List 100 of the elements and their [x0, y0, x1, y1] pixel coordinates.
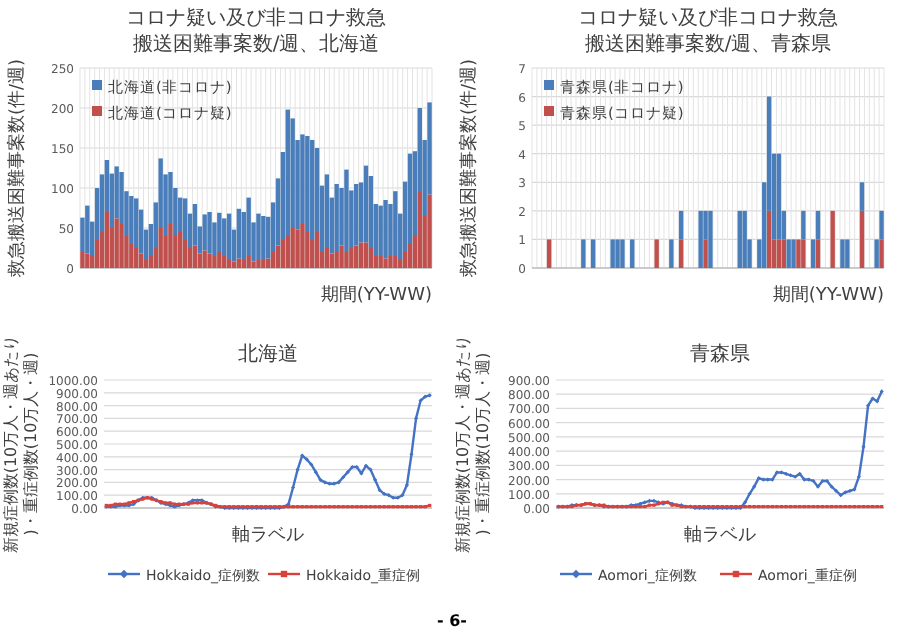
bar [776, 153, 782, 240]
bar [363, 242, 369, 268]
bar [85, 253, 90, 268]
bar [217, 212, 222, 252]
y-axis-title: 新規症例数(10万人・週あたり)・重症例数(10万人・週) [2, 334, 40, 554]
chart-title: 青森県 [690, 342, 750, 366]
bar [300, 224, 305, 268]
bar [305, 136, 310, 232]
bar [801, 239, 806, 268]
bar [383, 258, 388, 268]
bar [358, 242, 364, 268]
x-axis-title: 軸ラベル [232, 524, 304, 546]
bar [270, 252, 276, 268]
bar [192, 204, 198, 246]
bar [80, 252, 85, 268]
bar [182, 198, 188, 240]
bar [801, 210, 806, 240]
bar [217, 252, 222, 268]
bar [266, 258, 271, 268]
bar [261, 260, 266, 268]
bar [236, 258, 242, 268]
bar [879, 239, 884, 268]
bar [620, 239, 625, 268]
bar [830, 210, 835, 268]
bar [202, 250, 207, 268]
bar [314, 232, 320, 268]
bar [207, 253, 212, 268]
bar [212, 256, 217, 268]
bar [378, 256, 383, 268]
bar [305, 232, 310, 268]
bar [178, 232, 183, 268]
bar [879, 210, 884, 240]
bar [334, 252, 339, 268]
bar [378, 205, 383, 256]
x-axis-title: 軸ラベル [684, 524, 756, 546]
bar [781, 239, 786, 268]
bar [246, 197, 251, 256]
bar [256, 260, 261, 268]
bar [368, 248, 374, 268]
bar [776, 239, 782, 268]
bar [393, 256, 398, 268]
bar [202, 214, 207, 251]
bar [737, 210, 742, 268]
bar [129, 196, 134, 244]
bar [324, 248, 330, 268]
bar [859, 182, 865, 211]
bar [393, 191, 398, 256]
bar [796, 239, 801, 268]
bar [134, 198, 139, 248]
bar [669, 239, 674, 268]
bar [383, 200, 388, 259]
bar [407, 153, 413, 244]
bar [290, 118, 295, 228]
bar [427, 194, 432, 268]
bar [236, 208, 242, 259]
bar [119, 224, 124, 268]
bar [766, 210, 772, 268]
bar [246, 256, 251, 268]
bar [94, 240, 100, 268]
x-axis-title: 期間(YY-WW) [320, 284, 432, 306]
chart-title: コロナ疑い及び非コロナ救急搬送困難事案数/週、北海道 [126, 6, 386, 56]
y-axis-title: 救急搬送困難事案数(件/週) [6, 58, 28, 280]
bar [815, 239, 821, 268]
bar [182, 240, 188, 268]
bar [168, 224, 173, 268]
bar [285, 109, 290, 236]
x-axis-title: 期間(YY-WW) [772, 284, 884, 306]
bar [546, 239, 552, 268]
bar [615, 239, 620, 268]
y-axis-title: 新規症例数(10万人・週あたり)・重症例数(10万人・週) [454, 334, 492, 554]
bar [295, 229, 300, 268]
bar [581, 239, 586, 268]
bar [148, 256, 154, 268]
bar [85, 205, 90, 254]
bar [590, 239, 596, 268]
bar [143, 260, 149, 268]
bar [285, 236, 290, 268]
chart-title: コロナ疑い及び非コロナ救急搬送困難事案数/週、青森県 [578, 6, 838, 56]
bar [251, 261, 256, 268]
bar [874, 239, 879, 268]
bar [310, 240, 315, 268]
bar [300, 134, 305, 224]
bar [388, 256, 393, 268]
bar [129, 244, 134, 268]
bar [334, 184, 339, 252]
bar [222, 218, 227, 256]
bar [280, 240, 286, 268]
bar [742, 210, 747, 268]
bar [678, 239, 684, 268]
bar [845, 239, 850, 268]
bar [114, 218, 119, 268]
bar [786, 239, 791, 268]
bar [859, 210, 865, 268]
bar [349, 248, 354, 268]
bar [261, 216, 266, 260]
bar [398, 260, 403, 268]
bar [840, 239, 845, 268]
bar [344, 252, 349, 268]
bar [310, 140, 315, 240]
bar [654, 239, 659, 268]
